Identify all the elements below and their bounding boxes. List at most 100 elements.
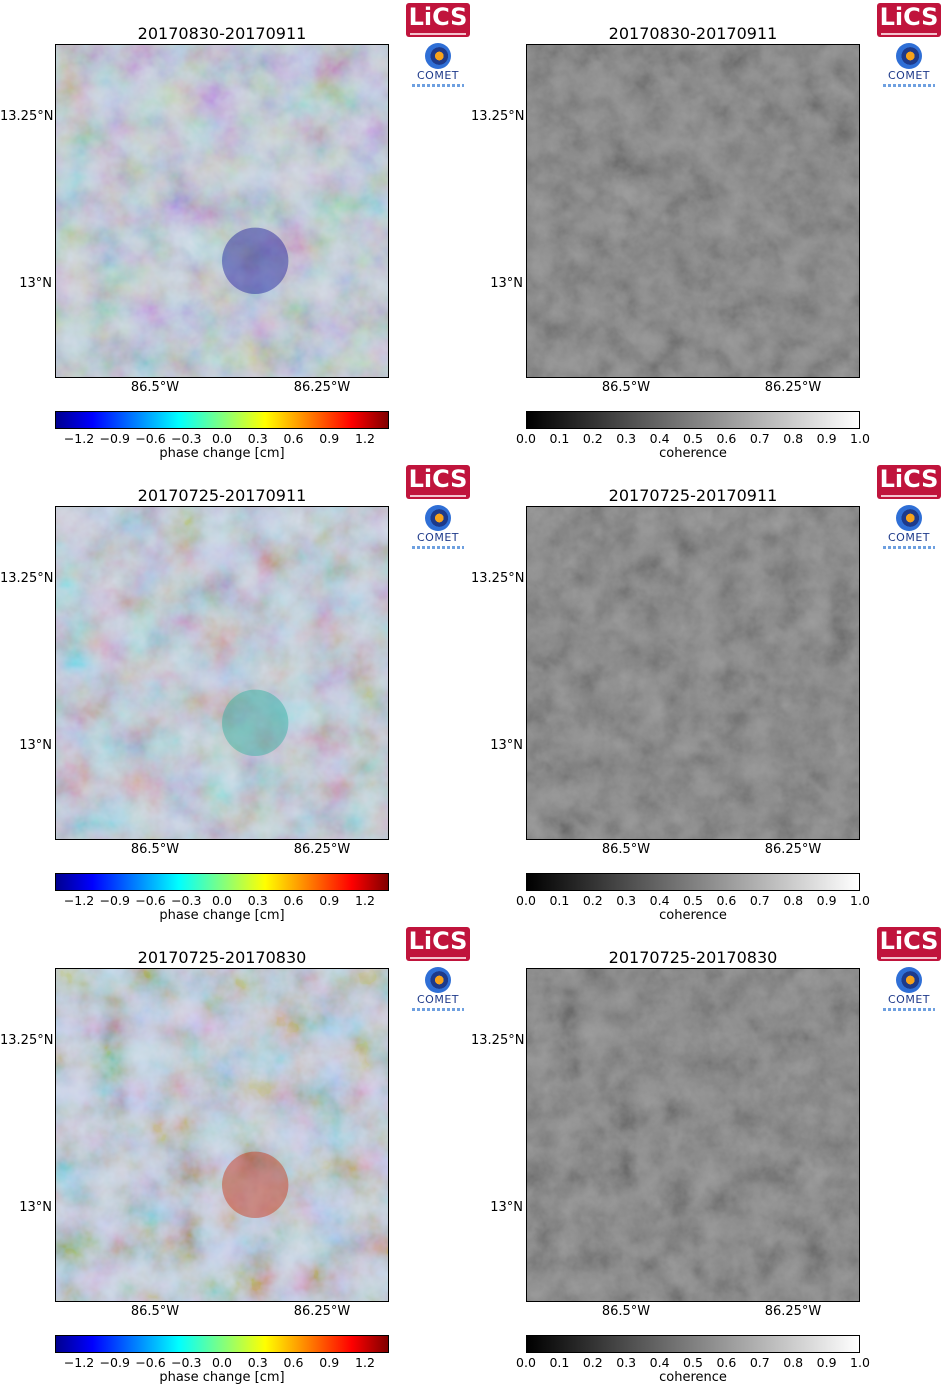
colorbar-label: phase change [cm] bbox=[159, 1370, 285, 1385]
colorbar-tick: 0.9 bbox=[319, 431, 340, 446]
lics-logo: LiCS bbox=[877, 3, 941, 37]
colorbar-tick: 0.0 bbox=[212, 893, 232, 908]
colorbar-tick: 0.2 bbox=[582, 431, 603, 446]
colorbar-tick: 1.2 bbox=[355, 1355, 375, 1370]
comet-logo-icon bbox=[425, 967, 451, 993]
phase-panel-1: 20170830-20170911 13.25°N 13°N 86.5°W 86.25°… bbox=[0, 0, 471, 462]
colorbar-tick: −0.3 bbox=[171, 893, 202, 908]
lon-label: 86.25°W bbox=[293, 842, 351, 857]
coherence-panel-1: 20170830-20170911 13.25°N 13°N 86.5°W 86.25°… bbox=[471, 0, 942, 462]
coherence-colorbar bbox=[526, 873, 860, 891]
interferogram-map bbox=[55, 506, 389, 840]
colorbar-tick: 0.6 bbox=[716, 893, 737, 908]
lon-label: 86.5°W bbox=[130, 842, 180, 857]
colorbar-tick: 0.3 bbox=[616, 431, 637, 446]
comet-tagline bbox=[883, 84, 935, 87]
logo-group: LiCS COMET bbox=[877, 465, 941, 549]
colorbar-label: coherence bbox=[659, 908, 727, 923]
colorbar-tick: 0.0 bbox=[516, 431, 536, 446]
colorbar-tick: 0.7 bbox=[749, 893, 770, 908]
colorbar-tick: 0.6 bbox=[283, 893, 304, 908]
comet-logo: COMET bbox=[877, 43, 941, 87]
phase-colorbar bbox=[55, 411, 389, 429]
colorbar-tick: −0.3 bbox=[171, 1355, 202, 1370]
comet-tagline bbox=[412, 84, 464, 87]
lon-label: 86.5°W bbox=[130, 380, 180, 395]
lat-label: 13°N bbox=[490, 738, 523, 753]
comet-logo-icon bbox=[425, 43, 451, 69]
colorbar-tick: 0.8 bbox=[783, 431, 804, 446]
comet-logo: COMET bbox=[406, 505, 470, 549]
colorbar-tick: 0.3 bbox=[616, 1355, 637, 1370]
colorbar-tick: 0.0 bbox=[516, 1355, 536, 1370]
comet-wordmark: COMET bbox=[417, 69, 459, 82]
lat-label: 13°N bbox=[490, 1200, 523, 1215]
comet-logo: COMET bbox=[877, 967, 941, 1011]
colorbar-label: coherence bbox=[659, 1370, 727, 1385]
colorbar-tick: 0.6 bbox=[283, 431, 304, 446]
comet-logo-icon bbox=[896, 967, 922, 993]
colorbar-tick: 0.9 bbox=[319, 1355, 340, 1370]
colorbar-tick: 0.6 bbox=[716, 431, 737, 446]
comet-tagline bbox=[883, 1008, 935, 1011]
comet-wordmark: COMET bbox=[888, 993, 930, 1006]
coherence-panel-2: 20170725-20170911 13.25°N 13°N 86.5°W 86.25°… bbox=[471, 462, 942, 924]
colorbar-tick: 0.4 bbox=[649, 893, 670, 908]
comet-logo: COMET bbox=[877, 505, 941, 549]
colorbar-tick: −0.6 bbox=[135, 1355, 166, 1370]
colorbar-tick: 0.5 bbox=[683, 893, 703, 908]
lon-label: 86.25°W bbox=[764, 1304, 822, 1319]
lat-label: 13.25°N bbox=[0, 1033, 54, 1048]
comet-wordmark: COMET bbox=[888, 69, 930, 82]
colorbar-tick: 1.2 bbox=[355, 431, 375, 446]
lat-label: 13.25°N bbox=[471, 1033, 525, 1048]
coherence-colorbar bbox=[526, 411, 860, 429]
colorbar-tick: −0.9 bbox=[99, 893, 130, 908]
colorbar-tick: 0.1 bbox=[549, 1355, 570, 1370]
lon-label: 86.25°W bbox=[764, 380, 822, 395]
colorbar-tick: 0.2 bbox=[582, 893, 603, 908]
comet-wordmark: COMET bbox=[417, 993, 459, 1006]
colorbar-tick: 1.0 bbox=[850, 893, 870, 908]
phase-panel-3: 20170725-20170830 13.25°N 13°N 86.5°W 86.25°… bbox=[0, 924, 471, 1386]
lics-logo: LiCS bbox=[877, 465, 941, 499]
colorbar-tick: −0.3 bbox=[171, 431, 202, 446]
logo-group: LiCS COMET bbox=[877, 927, 941, 1011]
lics-logo: LiCS bbox=[406, 3, 470, 37]
colorbar-tick: −1.2 bbox=[63, 431, 95, 446]
colorbar-tick: 0.1 bbox=[549, 893, 570, 908]
colorbar-tick: 0.7 bbox=[749, 1355, 770, 1370]
lat-label: 13°N bbox=[19, 1200, 52, 1215]
panel-title: 20170725-20170911 bbox=[608, 486, 778, 505]
colorbar-tick: 0.0 bbox=[212, 431, 232, 446]
lon-label: 86.25°W bbox=[293, 1304, 351, 1319]
lon-label: 86.25°W bbox=[293, 380, 351, 395]
colorbar-tick: −0.6 bbox=[135, 431, 166, 446]
lon-label: 86.5°W bbox=[130, 1304, 180, 1319]
lat-label: 13.25°N bbox=[0, 109, 54, 124]
colorbar-tick: 1.0 bbox=[850, 431, 870, 446]
colorbar-tick: 0.9 bbox=[816, 893, 837, 908]
coherence-panel-3: 20170725-20170830 13.25°N 13°N 86.5°W 86.25°… bbox=[471, 924, 942, 1386]
colorbar-label: phase change [cm] bbox=[159, 446, 285, 461]
panel-title: 20170830-20170911 bbox=[608, 24, 778, 43]
lon-label: 86.5°W bbox=[601, 1304, 651, 1319]
colorbar-tick: 0.6 bbox=[716, 1355, 737, 1370]
colorbar-tick: 0.9 bbox=[319, 893, 340, 908]
colorbar-tick: 0.1 bbox=[549, 431, 570, 446]
lics-logo: LiCS bbox=[406, 927, 470, 961]
colorbar-label: phase change [cm] bbox=[159, 908, 285, 923]
colorbar-tick: 0.5 bbox=[683, 431, 703, 446]
logo-group: LiCS COMET bbox=[406, 3, 470, 87]
comet-logo-icon bbox=[896, 43, 922, 69]
logo-group: LiCS COMET bbox=[877, 3, 941, 87]
comet-logo: COMET bbox=[406, 967, 470, 1011]
colorbar-tick: 0.6 bbox=[283, 1355, 304, 1370]
colorbar-tick: 0.3 bbox=[247, 1355, 268, 1370]
interferogram-map bbox=[55, 968, 389, 1302]
comet-tagline bbox=[412, 546, 464, 549]
panel-title: 20170725-20170830 bbox=[137, 948, 307, 967]
colorbar-tick: 0.0 bbox=[516, 893, 536, 908]
colorbar-tick: 1.0 bbox=[850, 1355, 870, 1370]
colorbar-tick: 0.4 bbox=[649, 1355, 670, 1370]
